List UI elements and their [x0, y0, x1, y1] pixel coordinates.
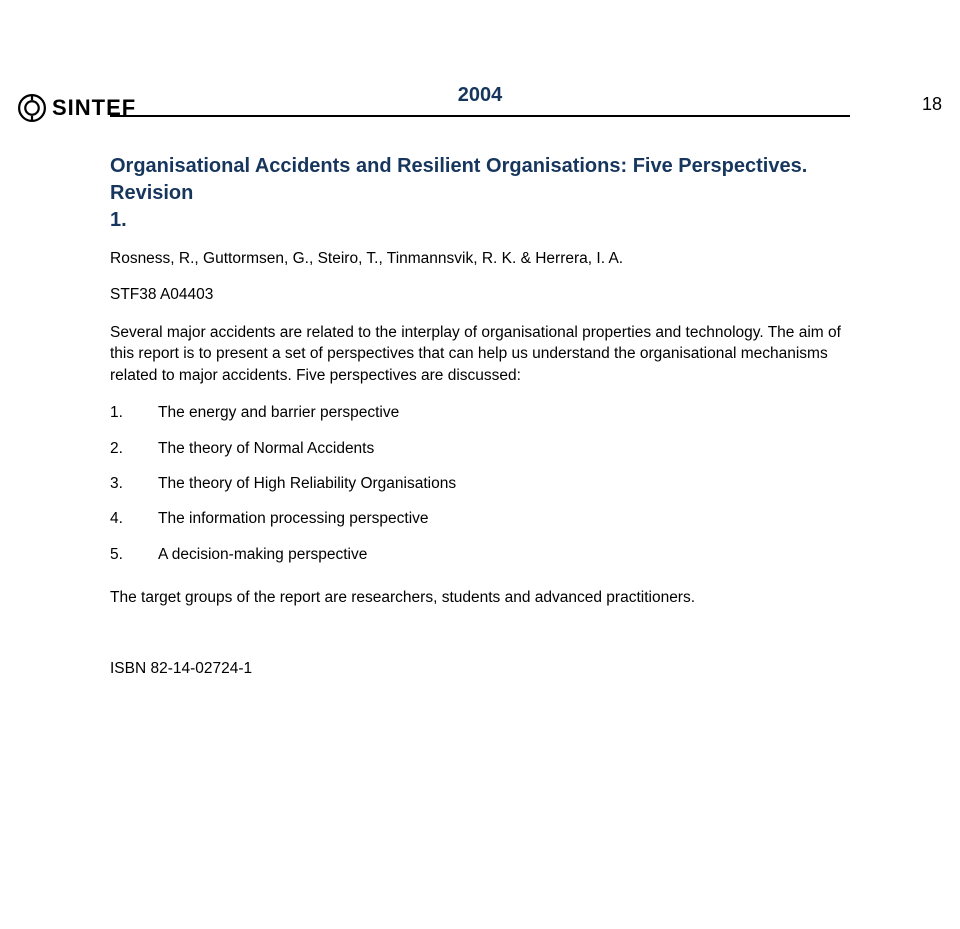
list-number: 5. [110, 544, 158, 565]
page-number: 18 [922, 94, 942, 115]
target-groups: The target groups of the report are rese… [110, 587, 850, 608]
list-text: The information processing perspective [158, 508, 429, 529]
list-text: The energy and barrier perspective [158, 402, 399, 423]
list-number: 4. [110, 508, 158, 529]
abstract-paragraph: Several major accidents are related to t… [110, 322, 850, 386]
logo-text: SINTEF [52, 95, 136, 121]
page-header: SINTEF 18 [18, 94, 942, 122]
isbn: ISBN 82-14-02724-1 [110, 660, 850, 678]
authors: Rosness, R., Guttormsen, G., Steiro, T.,… [110, 250, 850, 268]
title-line-2: 1. [110, 209, 127, 231]
list-number: 1. [110, 402, 158, 423]
list-item: 5. A decision-making perspective [110, 544, 850, 565]
sintef-logo: SINTEF [18, 94, 136, 122]
report-title: Organisational Accidents and Resilient O… [110, 153, 850, 234]
list-item: 2. The theory of Normal Accidents [110, 438, 850, 459]
list-text: The theory of High Reliability Organisat… [158, 473, 456, 494]
list-text: A decision-making perspective [158, 544, 367, 565]
list-text: The theory of Normal Accidents [158, 438, 374, 459]
sintef-logo-icon [18, 94, 46, 122]
list-number: 2. [110, 438, 158, 459]
document-body: Organisational Accidents and Resilient O… [110, 153, 850, 678]
report-id: STF38 A04403 [110, 286, 850, 304]
list-item: 4. The information processing perspectiv… [110, 508, 850, 529]
perspectives-list: 1. The energy and barrier perspective 2.… [110, 402, 850, 565]
list-item: 3. The theory of High Reliability Organi… [110, 473, 850, 494]
title-line-1: Organisational Accidents and Resilient O… [110, 155, 807, 204]
list-number: 3. [110, 473, 158, 494]
list-item: 1. The energy and barrier perspective [110, 402, 850, 423]
